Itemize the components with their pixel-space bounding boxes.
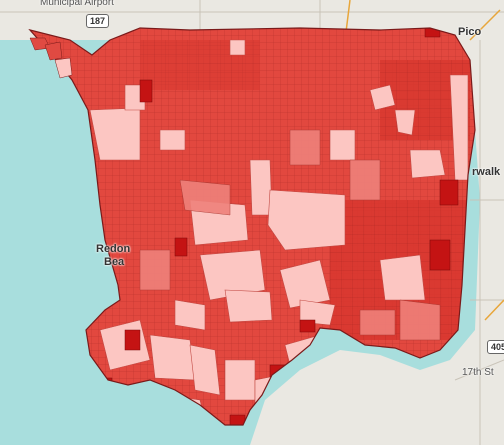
street-label: 17th St [462,367,494,378]
route-shield: 187 [86,14,110,28]
city-label-norwalk: rwalk [472,166,501,178]
city-label-redondo: Redon [96,243,131,255]
route-shield-east: 405 [487,340,504,354]
city-label-redondo-beach: Bea [104,256,125,268]
coastal-tracts [29,37,73,79]
airport-label: Municipal Airport [40,0,114,8]
city-label-pico: Pico [458,26,482,38]
